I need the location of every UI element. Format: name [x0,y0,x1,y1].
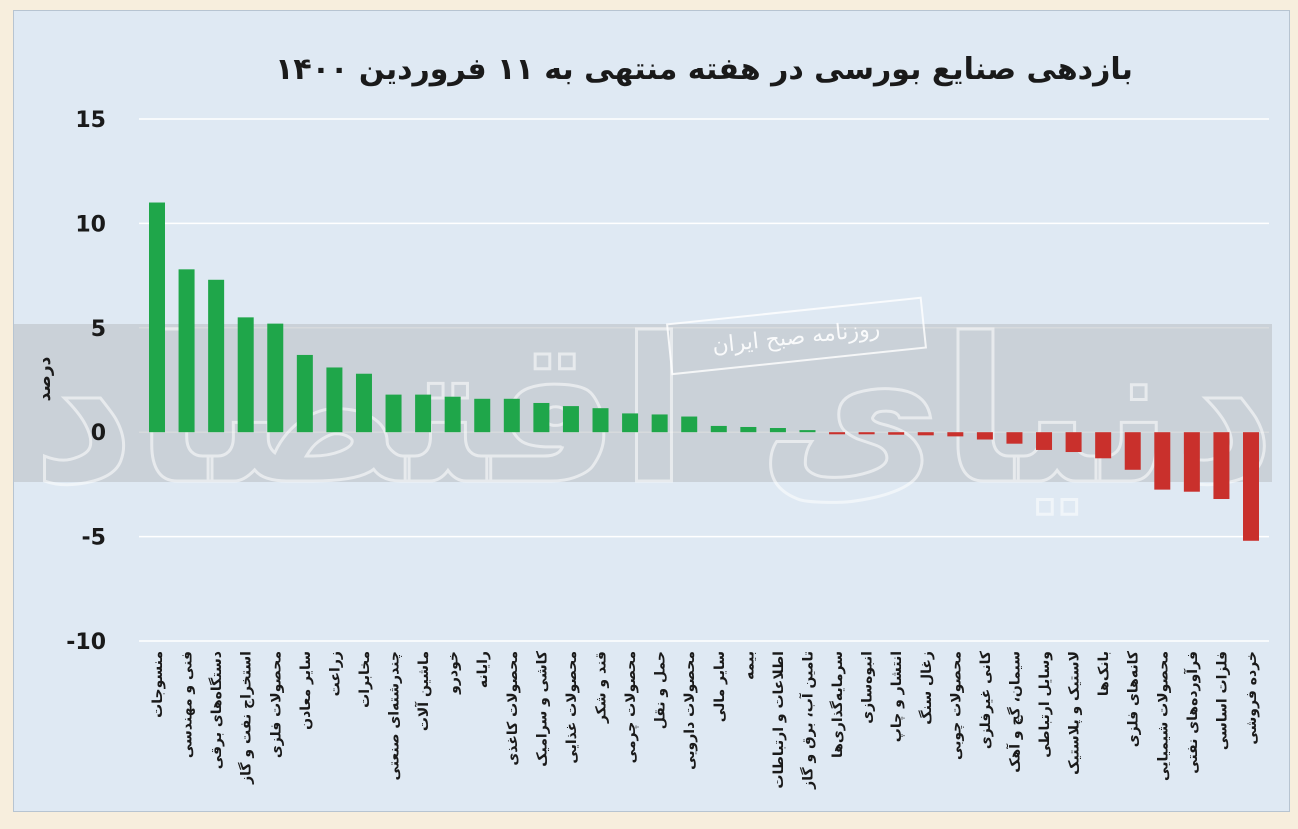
bar [947,432,964,437]
bar [622,413,639,433]
chart-frame: دنیای اقتصاد روزنامه صبح ایران 15 10 5 0 -5-… [13,10,1290,812]
y-axis-label: درصد [35,356,55,401]
bar [267,323,284,433]
y-tick-labels: 15 10 5 0 -5 -10 [66,108,106,655]
x-category-label: محصولات فلزی [268,651,284,758]
x-category-label: محصولات چوبی [948,651,964,760]
bar [1124,432,1141,470]
x-category-label: وسایل ارتباطی [1037,651,1053,758]
x-category-label: قند و شکر [594,651,610,724]
bar [1154,432,1171,490]
bar [296,354,313,433]
x-category-label: زغال سنگ [918,651,935,725]
bar [888,432,905,435]
x-category-label: مخابرات [357,651,373,708]
bar [355,373,372,433]
x-category-label: لاستیک و پلاستیک [1067,651,1083,775]
x-category-label: فرآورده‌های نفتی [1183,651,1201,774]
bar [710,425,727,433]
x-category-label: رایانه [475,651,491,688]
y-tick-label: 15 [75,108,106,133]
x-category-label: دستگاه‌های برقی [208,651,225,769]
bar [829,432,846,435]
x-category-label: محصولات چرمی [623,651,639,763]
x-category-label: سیمان، گچ و آهک [1005,651,1023,773]
bar [415,394,432,433]
bar [474,398,491,433]
x-category-label: محصولات غذایی [564,651,580,764]
bar [178,269,195,433]
bar [651,414,668,433]
x-category-label: منسوجات [150,651,166,718]
bar [681,416,698,433]
x-category-label: انتشار و چاپ [889,651,905,742]
bar [1036,432,1053,450]
x-category-label: کانی غیرفلزی [978,650,994,749]
x-category-label: فنی و مهندسی [180,651,196,758]
x-category-label: محصولات دارویی [682,651,698,770]
y-tick-label: -10 [66,630,106,655]
bar [1183,432,1200,492]
x-category-label: سایر مالی [712,651,728,722]
x-category-label: سرمایه‌گذاری‌ها [829,651,846,758]
x-category-label: محصولات شیمیایی [1155,651,1171,781]
bar [917,432,934,436]
x-category-label: خرده فروشی [1244,651,1260,745]
bar [976,432,993,440]
x-category-label: کاشی و سرامیک [534,650,550,767]
bar-chart: دنیای اقتصاد روزنامه صبح ایران 151050-5-… [14,52,1277,790]
bar [1065,432,1082,453]
bar [326,367,343,433]
bar [385,394,402,433]
y-tick-label: 5 [91,317,106,342]
x-category-labels: منسوجات فنی و مهندسی دستگاه‌های برقی استخرا… [150,650,1260,790]
x-category-label: بیمه [741,651,757,680]
bar [1243,432,1259,541]
bar [503,398,520,433]
bars [149,202,1259,541]
bar [149,202,165,433]
x-category-label: ماشین آلات [414,651,432,731]
bar [533,402,550,433]
bar [1095,432,1112,459]
bar [740,426,757,433]
bar [1006,432,1023,444]
x-category-label: فلزات اساسی [1214,651,1230,750]
bar [237,317,254,433]
x-category-label: محصولات کاغذی [505,651,521,766]
bar [858,432,875,435]
x-category-label: اطلاعات و ارتباطات [771,651,787,789]
x-category-label: استخراج نفت و گاز [238,651,255,785]
bar [1213,432,1230,500]
bar [769,428,786,433]
x-category-label: حمل و نقل [653,651,669,729]
y-tick-label: 10 [75,212,106,237]
x-category-label: خودرو [446,651,462,695]
x-category-label: زراعت [327,651,343,696]
x-category-label: بانک‌ها [1096,651,1112,696]
bar [444,396,461,433]
bar [208,279,225,433]
x-category-label: سایر معادن [298,651,314,730]
x-category-label: چندرشته‌ای صنعتی [387,651,403,780]
y-tick-label: -5 [82,526,106,551]
bar [592,408,609,433]
x-category-label: تامین آب، برق و گاز [798,651,816,790]
bar [562,406,579,433]
y-tick-label: 0 [91,421,106,446]
chart-title: بازدهی صنایع بورسی در هفته منتهی به ۱۱ ف… [275,52,1133,87]
x-category-label: انبوه‌سازی [860,651,876,724]
bar [799,430,816,433]
x-category-label: کانه‌های فلزی [1126,650,1142,747]
